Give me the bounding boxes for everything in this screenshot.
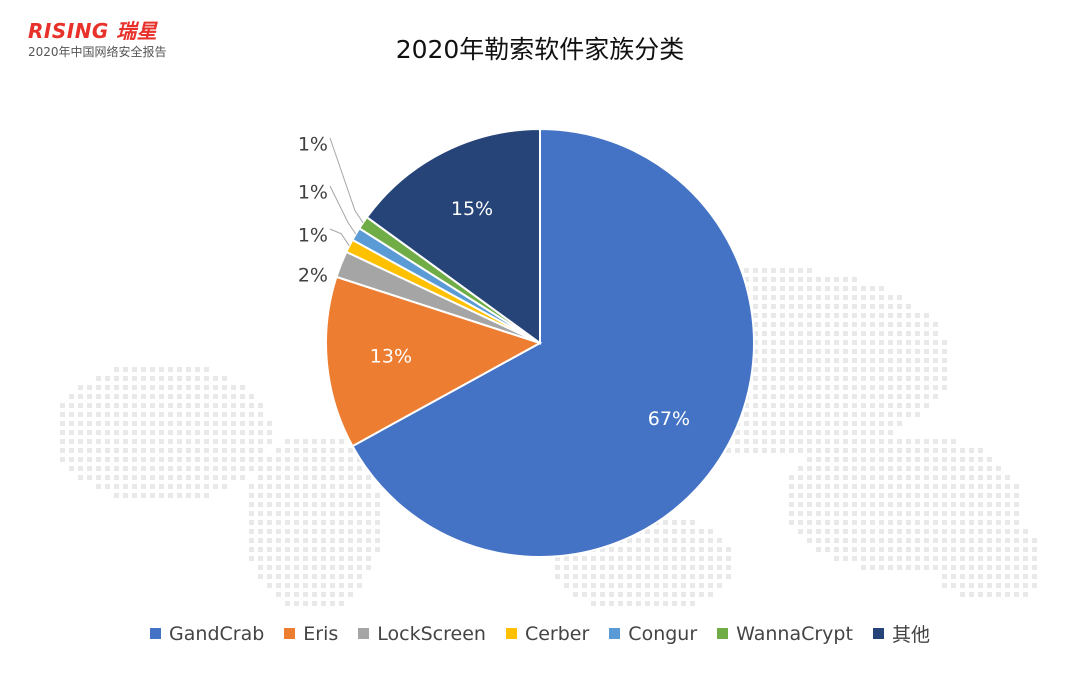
legend-swatch bbox=[505, 628, 517, 639]
legend-label: Congur bbox=[628, 622, 698, 645]
chart-title: 2020年勒索软件家族分类 bbox=[395, 35, 685, 64]
legend-swatch bbox=[872, 628, 884, 639]
leader-line-wannacrypt bbox=[329, 137, 364, 223]
data-label-wannacrypt: 1% bbox=[298, 134, 328, 156]
legend-item-other: 其他 bbox=[872, 620, 930, 647]
legend-item-cerber: Cerber bbox=[505, 622, 590, 645]
legend-swatch bbox=[150, 628, 162, 639]
legend-label: LockScreen bbox=[377, 622, 486, 645]
data-label-gandcrab: 67% bbox=[648, 408, 690, 430]
legend-item-gandcrab: GandCrab bbox=[150, 623, 264, 645]
rising-logo: RISING 瑞星 bbox=[28, 19, 158, 43]
legend-item-congur: Congur bbox=[609, 623, 697, 645]
data-label-lockscreen: 2% bbox=[298, 265, 328, 287]
data-label-other: 15% bbox=[451, 198, 493, 220]
legend-swatch bbox=[284, 628, 296, 639]
legend-item-lockscreen: LockScreen bbox=[358, 623, 486, 645]
legend-item-wannacrypt: WannaCrypt bbox=[717, 623, 853, 645]
legend-label: WannaCrypt bbox=[736, 622, 853, 645]
legend-label: Eris bbox=[303, 622, 339, 645]
legend-swatch bbox=[358, 628, 370, 639]
leader-line-congur bbox=[329, 185, 357, 235]
data-label-cerber: 1% bbox=[298, 225, 328, 247]
leader-line-cerber bbox=[329, 228, 350, 247]
data-label-congur: 1% bbox=[298, 182, 328, 204]
chart-legend: GandCrab Eris LockScreen Cerber Congur WannaC… bbox=[0, 620, 1080, 647]
legend-label: Cerber bbox=[524, 622, 590, 645]
brand-block: RISING 瑞星 2020年中国网络安全报告 bbox=[28, 20, 167, 59]
data-label-eris: 13% bbox=[370, 346, 412, 368]
report-subtitle: 2020年中国网络安全报告 bbox=[28, 45, 167, 59]
legend-item-eris: Eris bbox=[284, 623, 338, 645]
pie-slice-other bbox=[365, 127, 541, 345]
legend-label: GandCrab bbox=[169, 622, 265, 645]
legend-swatch bbox=[717, 628, 729, 639]
legend-label: 其他 bbox=[891, 624, 930, 646]
pie-slice-eris bbox=[325, 275, 543, 448]
legend-swatch bbox=[609, 628, 621, 639]
pie-slice-gandcrab bbox=[351, 127, 755, 558]
